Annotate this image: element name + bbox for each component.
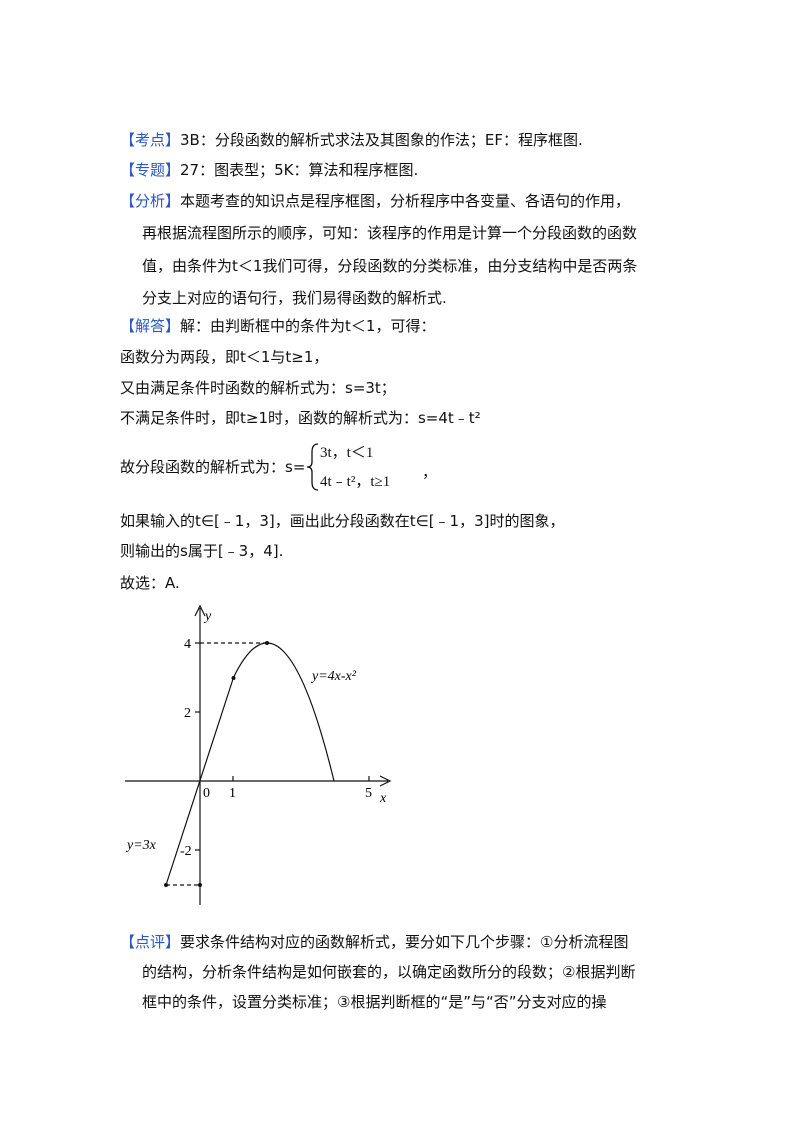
text: 3B：分段函数的解析式求法及其图象的作法；EF：程序框图. xyxy=(180,131,583,149)
tick-label: -2 xyxy=(180,844,192,859)
piecewise-suffix: ， xyxy=(422,463,438,481)
fenxi: 【分析】本题考查的知识点是程序框图，分析程序中各变量、各语句的作用， xyxy=(120,191,630,211)
zhuanti: 【专题】27：图表型；5K：算法和程序框图. xyxy=(120,160,418,180)
curve-label: y=4x-x² xyxy=(310,669,357,684)
label: 【专题】 xyxy=(120,161,181,179)
axis-label: x xyxy=(379,791,387,806)
case: 4t﹣t²，t≥1 xyxy=(320,474,391,490)
tick-label: 4 xyxy=(184,637,191,652)
text-line: 如果输入的t∈[﹣1，3]，画出此分段函数在t∈[﹣1，3]时的图象， xyxy=(120,512,565,530)
text: 要求条件结构对应的函数解析式，要分如下几个步骤：①分析流程图 xyxy=(180,933,629,951)
label: 【解答】 xyxy=(120,317,181,335)
text-line: 再根据流程图所示的顺序，可知：该程序的作用是计算一个分段函数的函数 xyxy=(142,224,638,242)
kaodian: 【考点】3B：分段函数的解析式求法及其图象的作法；EF：程序框图. xyxy=(120,130,583,150)
text-line: 函数分为两段，即t＜1与t≥1， xyxy=(120,348,329,366)
dianping: 【点评】要求条件结构对应的函数解析式，要分如下几个步骤：①分析流程图 xyxy=(120,932,628,952)
tick-label: 2 xyxy=(184,706,191,721)
jieda: 【解答】解：由判断框中的条件为t＜1，可得： xyxy=(120,316,435,336)
text-line: 的结构，分析条件结构是如何嵌套的，以确定函数所分的段数；②根据判断 xyxy=(142,963,636,981)
text-line: 值，由条件为t＜1我们可得，分段函数的分类标准，由分支结构中是否两条 xyxy=(142,257,638,275)
text: 本题考查的知识点是程序框图，分析程序中各变量、各语句的作用， xyxy=(180,192,631,210)
label: 【考点】 xyxy=(120,131,181,149)
text: 解：由判断框中的条件为t＜1，可得： xyxy=(180,317,436,335)
text-line: 故选：A. xyxy=(120,574,180,592)
axis-label: y xyxy=(203,609,212,624)
label: 【点评】 xyxy=(120,933,181,951)
text: 27：图表型；5K：算法和程序框图. xyxy=(180,161,419,179)
case: 3t，t＜1 xyxy=(320,445,374,461)
line-label: y=3x xyxy=(125,838,157,853)
tick-label: 5 xyxy=(365,786,372,801)
text-line: 又由满足条件时函数的解析式为：s=3t； xyxy=(120,379,396,397)
tick-label: 1 xyxy=(229,786,236,801)
text-line: 框中的条件，设置分类标准；③根据判断框的“是”与“否”分支对应的操 xyxy=(142,993,607,1011)
text-line: 不满足条件时，即t≥1时，函数的解析式为：s=4t﹣t² xyxy=(120,409,481,427)
piecewise-prefix: 故分段函数的解析式为：s= xyxy=(120,458,306,476)
text-line: 则输出的s属于[﹣3，4]. xyxy=(120,542,284,560)
tick-label: 0 xyxy=(203,786,210,801)
brace xyxy=(306,443,319,491)
text-line: 分支上对应的语句行，我们易得函数的解析式. xyxy=(142,289,447,307)
label: 【分析】 xyxy=(120,192,181,210)
